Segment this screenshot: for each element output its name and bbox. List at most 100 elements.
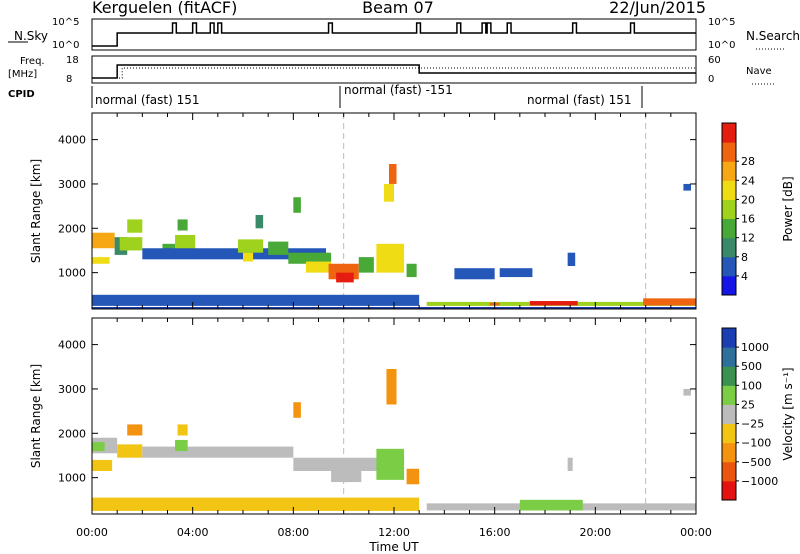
freq-tick-bottom: 8 — [66, 74, 72, 85]
x-tick-label: 00:00 — [680, 526, 712, 539]
x-tick-label: 20:00 — [579, 526, 611, 539]
colorbar-tick-label: 1000 — [741, 341, 769, 354]
colorbar-swatch — [722, 161, 736, 181]
colorbar-swatch — [722, 180, 736, 200]
data-cell — [293, 457, 379, 471]
data-cell — [406, 468, 420, 485]
data-cell — [683, 183, 691, 191]
data-cell — [358, 257, 374, 273]
data-cell — [243, 252, 254, 262]
y-tick-label: 4000 — [58, 134, 86, 147]
colorbar-swatch — [722, 123, 736, 143]
x-axis-title: Time UT — [368, 540, 419, 554]
colorbar-tick-label: −25 — [741, 418, 764, 431]
colorbar-swatch — [722, 328, 736, 348]
colorbar-swatch — [722, 404, 736, 425]
colorbar-swatch — [722, 423, 736, 444]
data-cell — [529, 301, 578, 306]
x-tick-label: 00:00 — [76, 526, 108, 539]
x-tick-label: 16:00 — [479, 526, 511, 539]
data-cell — [567, 457, 573, 471]
colorbar-swatch — [722, 480, 736, 501]
power-colorbar: 4 8 12 16 20 24 28 Power [dB] — [721, 122, 795, 296]
data-cell — [127, 219, 143, 233]
data-cell — [643, 298, 696, 306]
freq-unit: [MHz] — [8, 69, 37, 80]
data-cell — [288, 252, 332, 264]
nsky-trace — [92, 22, 696, 47]
cpid-segment: normal (fast) 151 — [95, 93, 199, 107]
colorbar-tick-label: 8 — [741, 251, 748, 264]
freq-trace — [92, 64, 696, 79]
data-cell — [376, 448, 405, 480]
data-cell — [177, 424, 188, 436]
nsky-panel: N.Sky 10^5 10^0 10^5 10^0 N.Search — [8, 17, 800, 51]
colorbar-tick-label: −100 — [741, 437, 771, 450]
nsky-tick-top: 10^5 — [52, 17, 79, 28]
data-cell — [293, 402, 301, 418]
data-cell — [175, 439, 188, 452]
data-cell — [331, 468, 362, 483]
data-cell — [237, 239, 264, 253]
data-cell — [293, 197, 301, 213]
y-tick-label: 1000 — [58, 472, 86, 485]
y-axis-title: Slant Range [km] — [29, 159, 43, 263]
x-tick-label: 04:00 — [177, 526, 209, 539]
data-cell — [268, 241, 289, 255]
colorbar-tick-label: 4 — [741, 270, 748, 283]
cpid-row: CPID normal (fast) 151 normal (fast) -15… — [8, 83, 643, 108]
cpid-label: CPID — [8, 89, 35, 100]
colorbar-tick-label: −1000 — [741, 475, 778, 488]
colorbar-tick-label: −500 — [741, 456, 771, 469]
data-cell — [406, 263, 417, 278]
data-cell — [177, 219, 188, 231]
data-cell — [92, 232, 115, 249]
colorbar-frame — [721, 122, 737, 296]
data-cell — [92, 497, 420, 511]
colorbar-tick-label: 100 — [741, 379, 762, 392]
station-title: Kerguelen (fitACF) — [92, 0, 237, 17]
data-cell — [383, 183, 394, 202]
colorbar-swatch — [722, 218, 736, 239]
data-cell — [92, 442, 105, 452]
date-title: 22/Jun/2015 — [609, 0, 706, 17]
y-tick-label: 3000 — [58, 383, 86, 396]
beam-title: Beam 07 — [362, 0, 434, 17]
cpid-segment: normal (fast) 151 — [527, 93, 631, 107]
nave-tick-top: 60 — [708, 55, 721, 66]
data-cell — [142, 248, 327, 260]
colorbar-swatch — [722, 385, 736, 405]
y-tick-label: 3000 — [58, 178, 86, 191]
data-cell — [567, 252, 576, 266]
colorbar-swatch — [722, 142, 736, 162]
colorbar-swatch — [722, 442, 736, 463]
colorbar-swatch — [722, 199, 736, 220]
colorbar-swatch — [722, 275, 736, 296]
colorbar-swatch — [722, 461, 736, 482]
freq-panel: Freq. [MHz] 18 8 60 0 Nave — [8, 55, 774, 85]
colorbar-frame — [721, 327, 737, 501]
cpid-segment: normal (fast) -151 — [344, 83, 453, 97]
data-cell — [175, 234, 196, 251]
data-cell — [92, 459, 113, 471]
data-cell — [683, 388, 691, 396]
nave-label: Nave — [746, 66, 772, 77]
colorbar-tick-label: 12 — [741, 232, 755, 245]
data-cell — [127, 424, 143, 436]
data-cell — [117, 444, 143, 458]
nsky-tick-bottom: 10^0 — [52, 40, 79, 51]
colorbar-tick-label: 25 — [741, 398, 755, 411]
nsky-label: N.Sky — [14, 29, 48, 43]
nsearch-tick-top: 10^5 — [708, 17, 735, 28]
colorbar-title: Power [dB] — [781, 176, 795, 241]
colorbar-tick-label: 20 — [741, 193, 755, 206]
data-cell — [305, 261, 332, 273]
freq-label: Freq. — [20, 56, 45, 67]
data-cell — [336, 272, 354, 283]
nsearch-label: N.Search — [746, 29, 800, 43]
data-cell — [119, 237, 143, 251]
nsearch-tick-bottom: 10^0 — [708, 40, 735, 51]
freq-tick-top: 18 — [66, 55, 79, 66]
y-tick-label: 2000 — [58, 222, 86, 235]
